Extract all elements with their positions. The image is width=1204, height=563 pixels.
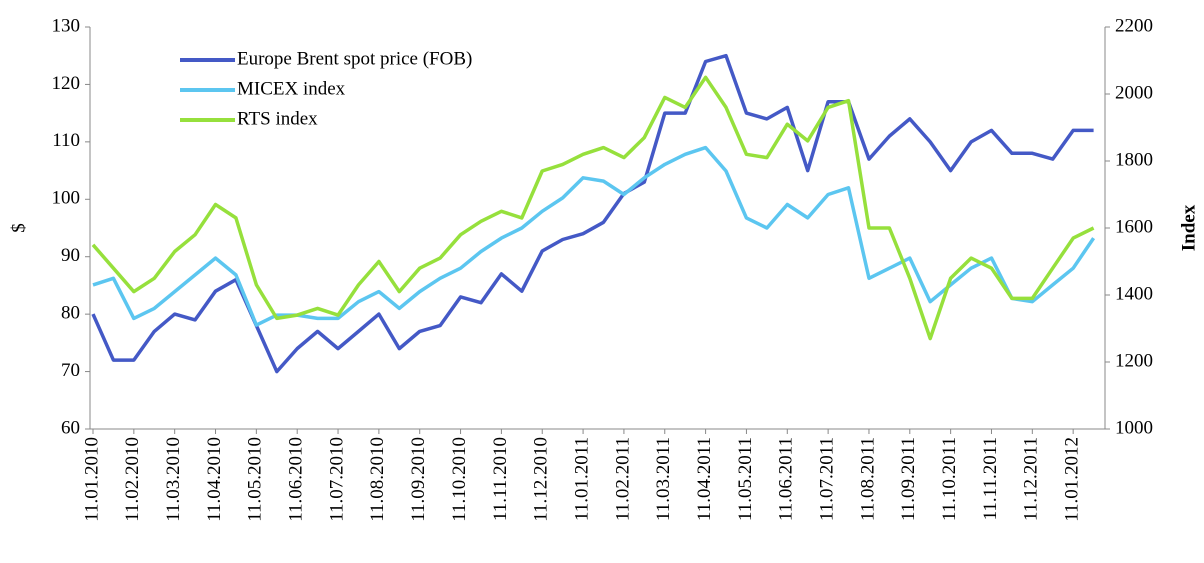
y2-tick-label: 1400 [1115,283,1153,304]
x-tick-label: 11.04.2011 [694,437,715,521]
x-tick-label: 11.07.2011 [816,437,837,521]
x-tick-label: 11.12.2011 [1021,437,1042,521]
x-tick-label: 11.03.2011 [653,437,674,521]
y-tick-label: 120 [52,73,81,94]
x-tick-label: 11.10.2010 [449,437,470,522]
x-tick-label: 11.11.2011 [980,437,1001,520]
x-tick-label: 11.05.2010 [245,437,266,522]
y2-tick-label: 2000 [1115,82,1153,103]
x-tick-label: 11.08.2010 [367,437,388,522]
x-tick-label: 11.01.2010 [81,437,102,522]
x-tick-label: 11.04.2010 [204,437,225,522]
line-series [91,53,1094,374]
x-tick-label: 11.07.2010 [326,437,347,522]
x-tick-label: 11.06.2011 [776,437,797,521]
x-tick-label: 11.11.2010 [490,437,511,521]
y2-tick-label: 1200 [1115,350,1153,371]
y-tick-label: 60 [61,417,80,438]
x-tick-label: 11.03.2010 [163,437,184,522]
x-tick-label: 11.09.2010 [408,437,429,522]
y-tick-label: 80 [61,303,80,324]
y-axis-label: $ [8,223,29,233]
y-tick-label: 70 [61,360,80,381]
x-tick-label: 11.06.2010 [286,437,307,522]
line-series [91,75,1095,341]
legend-label: Europe Brent spot price (FOB) [237,48,472,69]
x-tick-label: 11.02.2010 [122,437,143,522]
y-tick-label: 110 [52,130,80,151]
x-tick-label: 11.01.2012 [1062,437,1083,522]
x-tick-label: 11.09.2011 [898,437,919,521]
x-tick-label: 11.10.2011 [939,437,960,521]
y2-tick-label: 1600 [1115,216,1153,237]
y-tick-label: 90 [61,245,80,266]
legend-label: RTS index [237,108,318,129]
y2-axis-label: Index [1178,204,1199,251]
x-tick-label: 11.02.2011 [612,437,633,521]
line-series [92,145,1096,327]
y-tick-label: 130 [52,15,81,36]
x-tick-label: 11.12.2010 [531,437,552,522]
x-tick-label: 11.05.2011 [735,437,756,521]
x-tick-label: 11.08.2011 [857,437,878,521]
y2-tick-label: 1000 [1115,417,1153,438]
x-tick-label: 11.01.2011 [571,437,592,521]
y2-tick-label: 2200 [1115,15,1153,36]
legend-label: MICEX index [237,78,346,99]
y2-tick-label: 1800 [1115,149,1153,170]
y-tick-label: 100 [52,188,81,209]
